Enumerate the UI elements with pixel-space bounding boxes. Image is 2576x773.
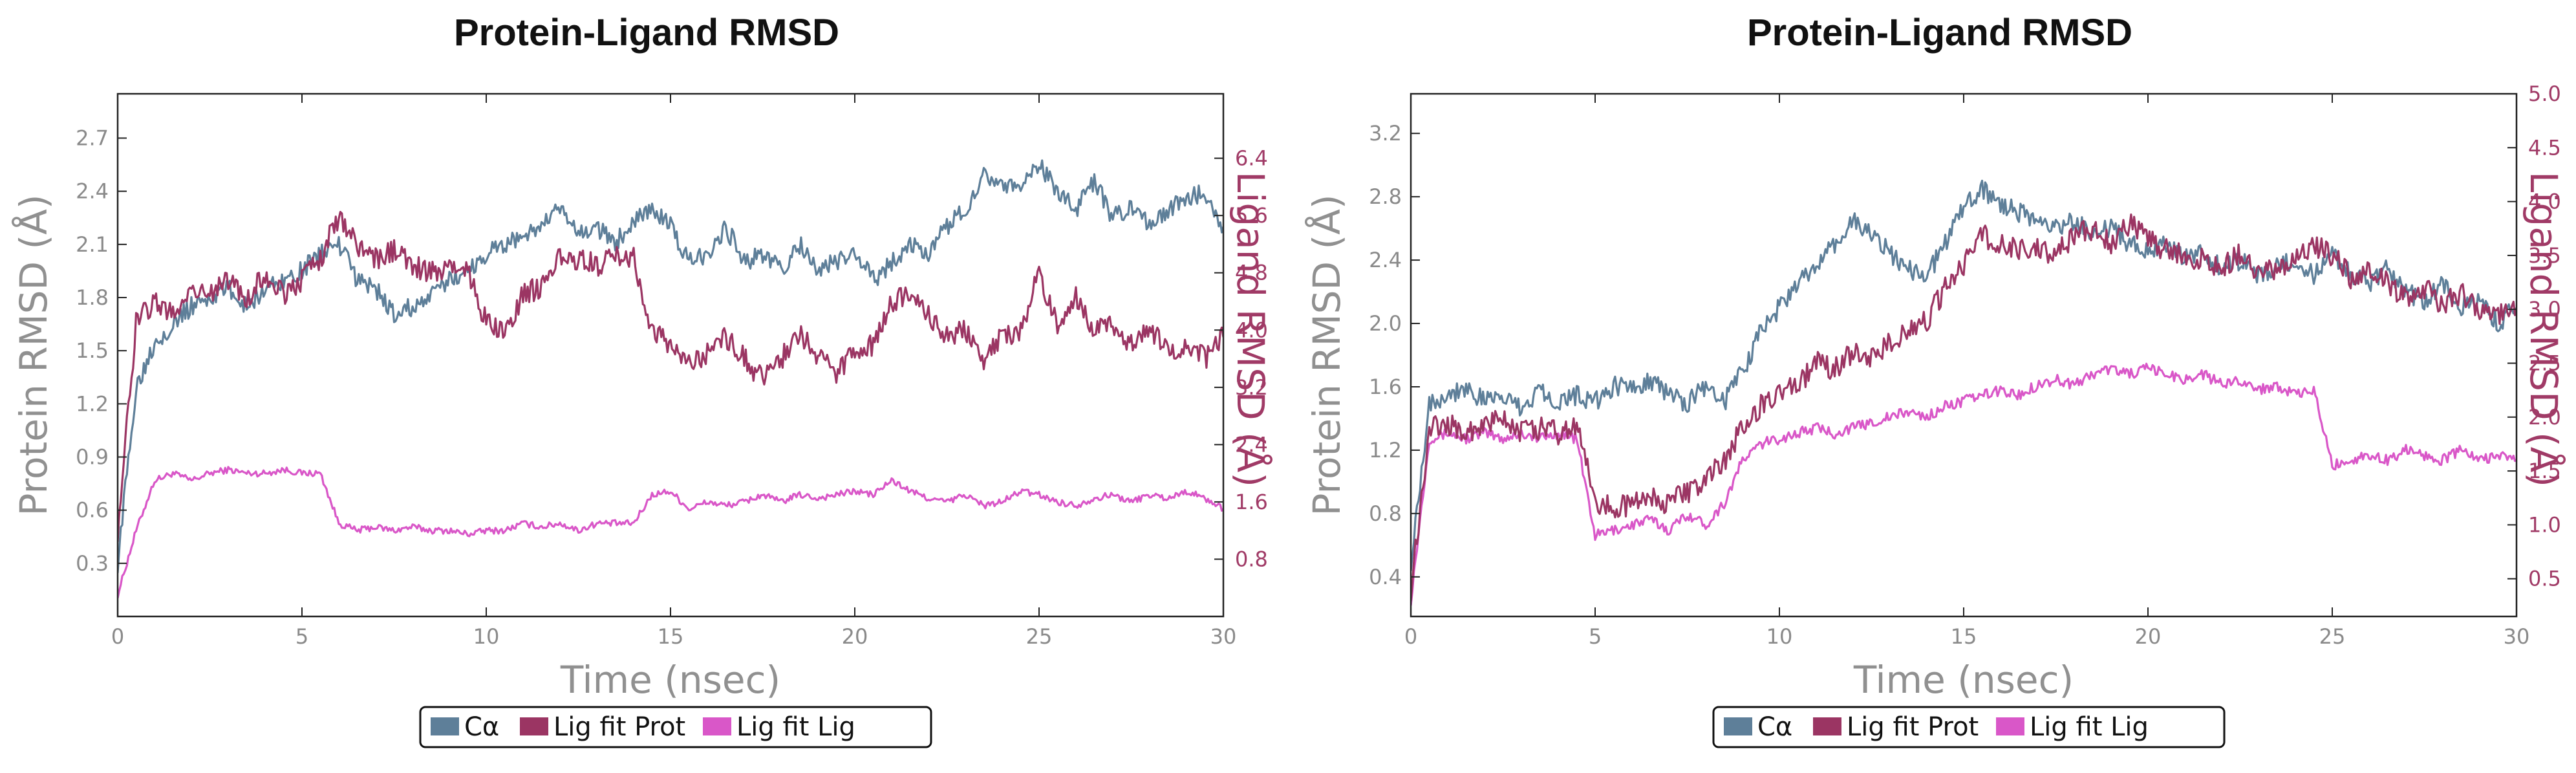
- chart-2: Protein-Ligand RMSD 0 5 10 15 20 25 30 0.4 0.8 1.2…: [1304, 12, 2566, 748]
- series-line-lig-fit-lig: [1411, 362, 2517, 606]
- legend-label: Cα: [1757, 712, 1792, 742]
- y-right-tick-label: 2.0: [2528, 405, 2561, 430]
- legend-label: Lig fit Prot: [1847, 712, 1979, 742]
- y-right-tick-label: 6.4: [1235, 146, 1268, 171]
- legend-label: Lig fit Lig: [2030, 712, 2149, 742]
- series-line-lig-fit-prot: [1411, 213, 2517, 602]
- y-tick-label: 1.2: [1369, 438, 1402, 463]
- legend-swatch: [1724, 717, 1752, 735]
- legend-label: Lig fit Lig: [736, 712, 855, 742]
- y-tick-label: 2.7: [76, 125, 109, 150]
- x-tick-label: 10: [1766, 624, 1793, 649]
- y-right-tick-label: 4.0: [2528, 190, 2561, 214]
- series-line-c: [1411, 179, 2517, 572]
- y-right-tick-label: 2.4: [1235, 432, 1268, 457]
- y-right-tick-label: 4.5: [2528, 135, 2561, 160]
- legend-box: [419, 706, 932, 748]
- y-tick-label: 2.4: [1369, 248, 1402, 272]
- x-tick-label: 0: [111, 624, 124, 649]
- y-tick-label: 0.4: [1369, 565, 1402, 589]
- chart-title: Protein-Ligand RMSD: [1747, 12, 2132, 54]
- y-right-axis-title: Ligand RMSD (Å): [1229, 171, 1273, 487]
- legend-label: Lig fit Prot: [553, 712, 685, 742]
- y-right-tick-label: 1.5: [2528, 459, 2561, 483]
- y-right-tick-label: 4.0: [1235, 318, 1268, 342]
- y-right-tick-label: 4.8: [1235, 261, 1268, 285]
- y-right-axis-title: Ligand RMSD (Å): [2522, 171, 2566, 487]
- x-tick-label: 15: [1951, 624, 1977, 649]
- legend: Cα Lig fit Prot Lig fit Lig: [1712, 706, 2226, 748]
- chart-title: Protein-Ligand RMSD: [454, 12, 839, 54]
- y-right-tick-label: 3.0: [2528, 297, 2561, 321]
- y-tick-label: 0.9: [76, 444, 109, 469]
- y-tick-label: 2.8: [1369, 184, 1402, 209]
- y-tick-label: 1.5: [76, 338, 109, 363]
- x-tick-label: 20: [2135, 624, 2162, 649]
- x-axis-title: Time (nsec): [1853, 658, 2074, 702]
- plot-frame: [1410, 93, 2518, 618]
- x-tick-label: 30: [2504, 624, 2530, 649]
- y-tick-label: 0.8: [1369, 501, 1402, 526]
- x-tick-label: 5: [295, 624, 308, 649]
- y-axis-title: Protein RMSD (Å): [11, 195, 56, 516]
- legend: Cα Lig fit Prot Lig fit Lig: [419, 706, 932, 748]
- legend-label: Cα: [464, 712, 499, 742]
- x-tick-label: 25: [1026, 624, 1053, 649]
- plot-frame: [116, 93, 1225, 618]
- y-tick-label: 3.2: [1369, 121, 1402, 146]
- y-right-tick-label: 5.6: [1235, 203, 1268, 228]
- x-tick-label: 30: [1210, 624, 1237, 649]
- series-line-lig-fit-lig: [118, 466, 1223, 599]
- legend-swatch: [1813, 717, 1841, 735]
- x-tick-label: 15: [658, 624, 684, 649]
- legend-swatch: [703, 717, 731, 735]
- y-tick-label: 0.6: [76, 498, 109, 523]
- y-tick-label: 0.3: [76, 551, 109, 576]
- y-tick-label: 1.8: [76, 285, 109, 310]
- x-axis-title: Time (nsec): [560, 658, 780, 702]
- x-tick-label: 0: [1404, 624, 1417, 649]
- y-right-tick-label: 3.5: [2528, 243, 2561, 268]
- y-tick-label: 2.0: [1369, 311, 1402, 336]
- legend-box: [1712, 706, 2226, 748]
- y-right-tick-label: 0.5: [2528, 567, 2561, 591]
- legend-swatch: [1996, 717, 2024, 735]
- legend-swatch: [431, 717, 459, 735]
- y-right-tick-label: 5.0: [2528, 82, 2561, 106]
- series-line-lig-fit-prot: [118, 211, 1223, 542]
- y-right-tick-label: 1.0: [2528, 512, 2561, 537]
- y-tick-label: 1.6: [1369, 375, 1402, 399]
- x-tick-label: 20: [842, 624, 868, 649]
- x-tick-label: 25: [2319, 624, 2346, 649]
- y-tick-label: 2.4: [76, 179, 109, 204]
- y-right-tick-label: 0.8: [1235, 547, 1268, 571]
- y-right-tick-label: 2.5: [2528, 351, 2561, 375]
- x-tick-label: 10: [473, 624, 500, 649]
- y-right-tick-label: 3.2: [1235, 375, 1268, 400]
- chart-1: Protein-Ligand RMSD 0 5 10 15 20 25 30 0.3 0.6 0.9…: [11, 12, 1273, 748]
- y-right-tick-label: 1.6: [1235, 490, 1268, 514]
- x-tick-label: 5: [1589, 624, 1602, 649]
- y-axis-title: Protein RMSD (Å): [1304, 195, 1349, 516]
- y-tick-label: 2.1: [76, 232, 109, 257]
- legend-swatch: [520, 717, 548, 735]
- y-tick-label: 1.2: [76, 391, 109, 416]
- series-line-c: [118, 159, 1223, 573]
